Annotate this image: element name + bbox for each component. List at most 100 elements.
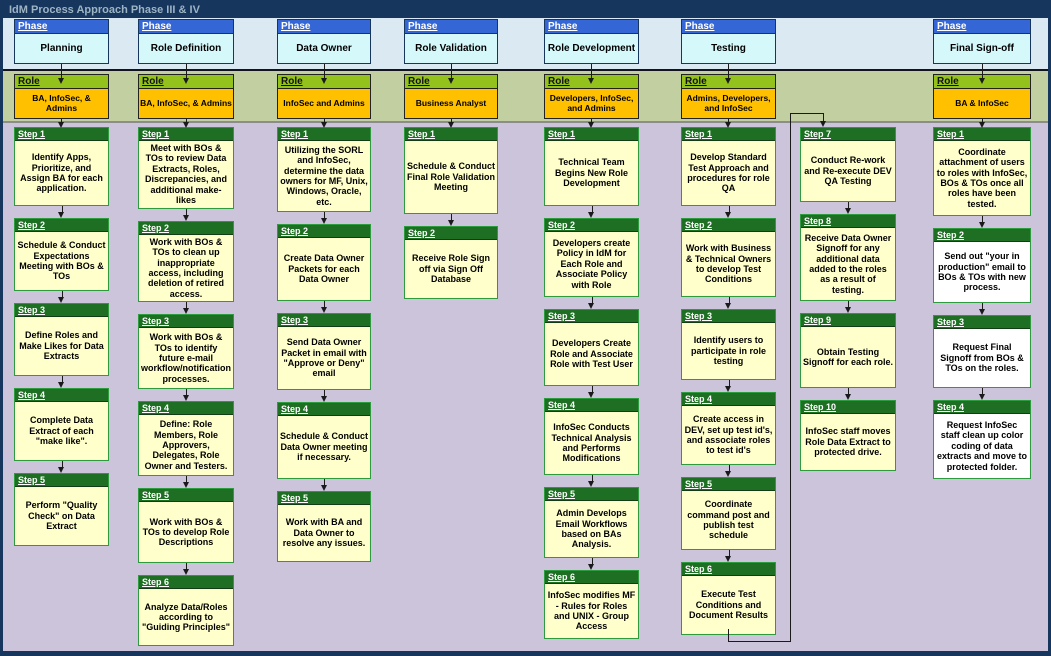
steps-stack: Step 1 Technical Team Begins New Role De… <box>544 127 639 639</box>
step-text: Schedule & Conduct Expectations Meeting … <box>17 240 106 282</box>
step-header-label: Step 5 <box>281 493 309 503</box>
step-text: Send Data Owner Packet in email with "Ap… <box>281 337 367 379</box>
steps-stack: Step 1 Schedule & Conduct Final Role Val… <box>404 127 498 299</box>
step-text: InfoSec Conducts Technical Analysis and … <box>551 422 632 464</box>
phase-name: Data Owner <box>278 34 370 63</box>
phase-column: Phase Testing Role Admins, Developers, a… <box>681 3 776 651</box>
step-box: Step 4 Create access in DEV, set up test… <box>681 392 776 465</box>
step-header-label: Step 2 <box>937 230 965 240</box>
step-header: Step 2 <box>139 221 233 235</box>
role-header-label: Role <box>937 76 959 87</box>
step-header: Step 9 <box>801 314 895 327</box>
step-text: Request InfoSec staff clean up color cod… <box>934 414 1030 478</box>
phase-header: Phase <box>934 20 1030 34</box>
down-arrow-icon <box>138 389 234 402</box>
step-header: Step 1 <box>15 128 108 141</box>
step-box: Step 5 Admin Develops Email Workflows ba… <box>544 487 639 558</box>
phase-header-label: Phase <box>408 21 438 32</box>
phase-name: Testing <box>682 34 775 63</box>
phase-header: Phase <box>278 20 370 34</box>
step-box: Step 1 Coordinate attachment of users to… <box>933 127 1031 216</box>
step-header: Step 3 <box>139 315 233 329</box>
step-box: Step 1 Technical Team Begins New Role De… <box>544 127 639 206</box>
down-arrow-icon <box>800 301 896 313</box>
step-box: Step 2 Create Data Owner Packets for eac… <box>277 224 371 301</box>
phase-column: Phase Role Validation Role Business Anal… <box>404 3 498 651</box>
step-box: Step 8 Receive Data Owner Signoff for an… <box>800 214 896 301</box>
step-header: Step 3 <box>545 310 638 323</box>
step-text: Developers create Policy in IdM for Each… <box>552 237 631 290</box>
step-box: Step 2 Developers create Policy in IdM f… <box>544 218 639 297</box>
step-text: Identify users to participate in role te… <box>690 335 767 367</box>
step-header-label: Step 5 <box>548 489 576 499</box>
step-text: Create Data Owner Packets for each Data … <box>283 253 365 285</box>
band-divider-bottom <box>3 121 1048 123</box>
step-text: Conduct Re-work and Re-execute DEV QA Te… <box>804 155 892 187</box>
step-header: Step 1 <box>278 128 370 141</box>
step-header: Step 5 <box>278 492 370 505</box>
phase-name: Final Sign-off <box>934 34 1030 63</box>
step-text: Identify Apps, Prioritize, and Assign BA… <box>20 152 103 194</box>
role-to-steps-arrow <box>320 119 328 128</box>
step-header: Step 2 <box>682 219 775 232</box>
role-header-label: Role <box>408 76 430 87</box>
step-text: Complete Data Extract of each "make like… <box>29 415 94 447</box>
step-box: Step 2 Work with Business & Technical Ow… <box>681 218 776 297</box>
step-header: Step 4 <box>934 401 1030 414</box>
step-header-label: Step 3 <box>685 311 713 321</box>
phase-box: Phase Final Sign-off <box>933 19 1031 64</box>
role-name: Business Analyst <box>405 89 497 118</box>
step-header: Step 1 <box>405 128 497 141</box>
phase-column: Phase Data Owner Role InfoSec and Admins… <box>277 3 371 651</box>
step-header-label: Step 4 <box>937 402 965 412</box>
step-box: Step 1 Meet with BOs & TOs to review Dat… <box>138 127 234 209</box>
step-header: Step 3 <box>278 314 370 327</box>
step-header-label: Step 1 <box>281 129 309 139</box>
loop-connector-segment <box>728 629 729 642</box>
role-to-steps-arrow <box>58 119 65 128</box>
step-header: Step 8 <box>801 215 895 228</box>
phase-header-label: Phase <box>937 21 967 32</box>
down-arrow-icon <box>681 465 776 477</box>
phase-header: Phase <box>405 20 497 34</box>
step-box: Step 3 Developers Create Role and Associ… <box>544 309 639 386</box>
phase-box: Phase Role Validation <box>404 19 498 64</box>
down-arrow-icon <box>681 297 776 309</box>
step-header-label: Step 1 <box>18 129 46 139</box>
steps-stack: Step 1 Coordinate attachment of users to… <box>933 127 1031 479</box>
step-header: Step 4 <box>139 402 233 416</box>
role-header-label: Role <box>18 76 40 87</box>
role-to-steps-arrow <box>447 119 455 128</box>
role-name: InfoSec and Admins <box>278 89 370 118</box>
down-arrow-icon <box>138 563 234 576</box>
step-text: Work with BOs & TOs to identify future e… <box>141 332 231 384</box>
step-text: Coordinate attachment of users to roles … <box>936 146 1028 209</box>
down-arrow-icon <box>138 208 234 221</box>
step-header: Step 1 <box>934 128 1030 141</box>
step-header-label: Step 1 <box>685 129 713 139</box>
step-header-label: Step 2 <box>685 220 713 230</box>
step-header: Step 3 <box>682 310 775 323</box>
step-header-label: Step 6 <box>548 572 576 582</box>
step-box: Step 6 Execute Test Conditions and Docum… <box>681 562 776 635</box>
step-box: Step 1 Identify Apps, Prioritize, and As… <box>14 127 109 206</box>
phase-header: Phase <box>139 20 233 34</box>
loop-connector-segment <box>790 113 791 642</box>
loop-connector-segment <box>790 113 824 114</box>
role-header-label: Role <box>142 76 164 87</box>
step-text: Request Final Signoff from BOs & TOs on … <box>934 329 1030 387</box>
step-text: Work with BOs & TOs to clean up inapprop… <box>147 236 224 299</box>
step-box: Step 3 Send Data Owner Packet in email w… <box>277 313 371 390</box>
down-arrow-icon <box>544 206 639 218</box>
down-arrow-icon <box>681 380 776 392</box>
step-text: InfoSec modifies MF - Rules for Roles an… <box>547 590 636 632</box>
step-box: Step 1 Utilizing the SORL and InfoSec, d… <box>277 127 371 212</box>
step-header-label: Step 6 <box>142 577 170 588</box>
phase-name: Role Development <box>545 34 638 63</box>
phase-to-role-arrow <box>588 64 595 84</box>
down-arrow-icon <box>933 216 1031 228</box>
step-box: Step 2 Schedule & Conduct Expectations M… <box>14 218 109 291</box>
band-divider-top <box>3 69 1048 71</box>
step-text: Develop Standard Test Approach and proce… <box>687 152 770 194</box>
